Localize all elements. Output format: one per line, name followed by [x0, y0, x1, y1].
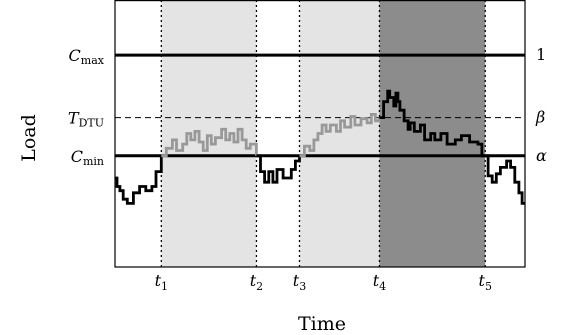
x-tick-label-4: t4 [373, 271, 386, 293]
threshold-left-label-1: Cmax [69, 46, 105, 67]
x-axis-label: Time [298, 313, 346, 335]
shaded-region-2 [299, 0, 380, 267]
load-series [115, 89, 525, 205]
x-tick-label-2: t2 [250, 271, 263, 293]
threshold-right-label-3: α [536, 146, 547, 165]
threshold-lines [115, 53, 525, 158]
series-segment-4 [299, 113, 381, 158]
series-segment-1 [115, 155, 163, 205]
x-tick-label-3: t3 [293, 271, 306, 293]
x-tick-label-5: t5 [479, 271, 492, 293]
shaded-region-1 [161, 0, 257, 267]
series-segment-6 [485, 154, 525, 205]
threshold-right-label-2: β [535, 108, 545, 127]
shaded-regions [161, 0, 486, 267]
threshold-left-label-2: TDTU [68, 109, 104, 130]
threshold-labels: Cmax 1 TDTU β Cmin α [68, 45, 547, 168]
series-segment-5 [379, 89, 486, 158]
threshold-left-label-3: Cmin [71, 147, 104, 168]
x-tick-label-1: t1 [155, 271, 168, 293]
series-segment-2 [161, 127, 258, 158]
y-axis-label: Load [18, 114, 40, 162]
series-segment-3 [256, 154, 301, 184]
x-ticks: t1 t2 t3 t4 t5 [155, 271, 492, 293]
threshold-right-label-1: 1 [536, 45, 546, 64]
plot-frame [114, 0, 526, 268]
